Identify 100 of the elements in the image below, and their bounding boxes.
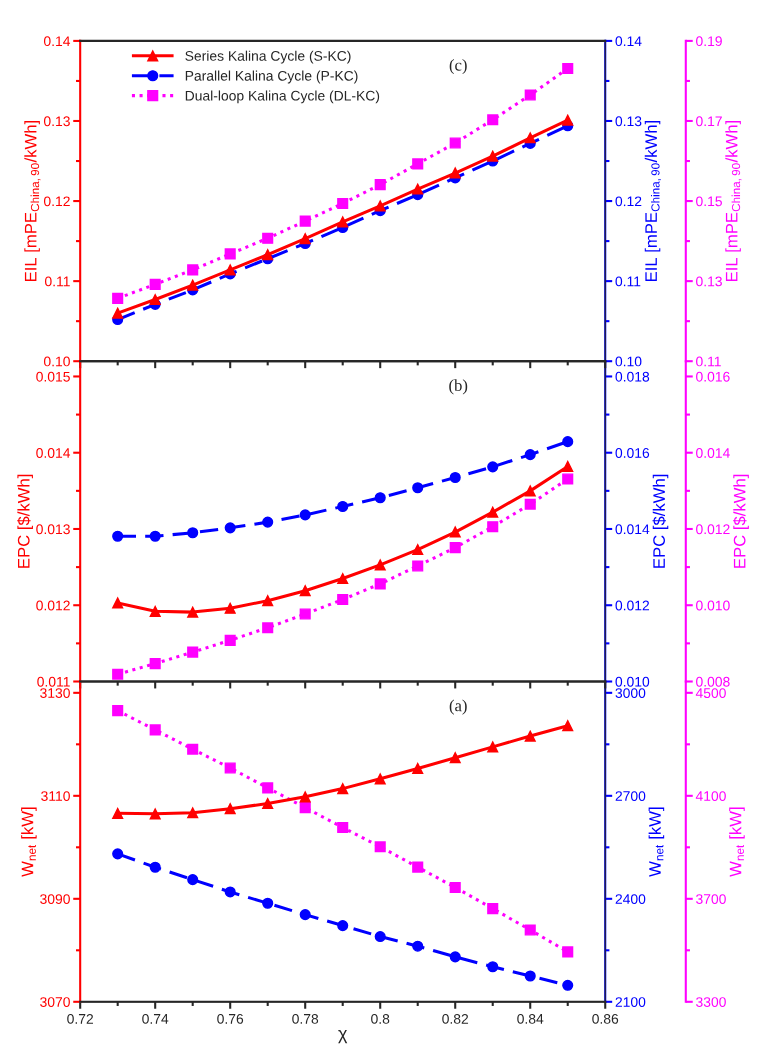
point bbox=[299, 791, 311, 803]
point bbox=[224, 264, 236, 276]
point bbox=[524, 485, 536, 497]
y-tick-label: 0.11 bbox=[45, 276, 70, 287]
y2-tick-label: 3000 bbox=[615, 688, 646, 698]
y2-tick-label: 0.12 bbox=[615, 196, 642, 207]
y-tick-label: 0.12 bbox=[43, 196, 70, 207]
point bbox=[299, 585, 311, 597]
y3-tick-label: 0.13 bbox=[696, 276, 722, 287]
y2-tick-label: 0.014 bbox=[615, 524, 650, 535]
point bbox=[299, 509, 311, 521]
point bbox=[149, 605, 161, 617]
point bbox=[449, 752, 461, 764]
y3-tick-label: 0.016 bbox=[696, 371, 730, 382]
y3-tick-label: 0.19 bbox=[696, 36, 722, 47]
point bbox=[262, 622, 274, 634]
x-tick-label: 0.82 bbox=[442, 1013, 469, 1024]
point bbox=[524, 132, 536, 144]
point bbox=[187, 527, 199, 539]
y2-tick-label: 2100 bbox=[615, 997, 646, 1007]
point bbox=[112, 705, 124, 717]
point bbox=[562, 946, 574, 958]
point bbox=[374, 931, 386, 943]
y2-tick-label: 2700 bbox=[615, 791, 646, 801]
y3-tick-label: 3700 bbox=[696, 894, 726, 904]
x-tick-label: 0.78 bbox=[292, 1013, 319, 1024]
point bbox=[524, 730, 536, 742]
point bbox=[187, 874, 199, 886]
annotation: (a) bbox=[449, 699, 467, 715]
point bbox=[187, 606, 199, 618]
y3-tick-label: 4500 bbox=[695, 688, 726, 698]
point bbox=[562, 473, 574, 485]
point bbox=[487, 114, 499, 126]
y-tick-label: 3130 bbox=[40, 688, 70, 698]
point bbox=[262, 595, 274, 607]
point bbox=[262, 516, 274, 528]
point bbox=[299, 909, 311, 921]
point bbox=[112, 597, 124, 609]
point bbox=[149, 293, 161, 306]
y2-axis-title: W$_{net}$ [kW] bbox=[648, 807, 665, 877]
point bbox=[112, 307, 124, 319]
point bbox=[112, 292, 124, 304]
x-tick-label: 0.74 bbox=[142, 1013, 169, 1024]
y-tick-label: 0.011 bbox=[37, 676, 70, 687]
point bbox=[412, 762, 424, 775]
point bbox=[562, 114, 574, 126]
point bbox=[337, 197, 349, 210]
point bbox=[562, 460, 574, 473]
y2-tick-label: 0.018 bbox=[615, 371, 650, 382]
point bbox=[449, 471, 461, 484]
y3-tick-label: 0.014 bbox=[696, 448, 730, 458]
point bbox=[524, 970, 536, 982]
point bbox=[337, 821, 349, 834]
point bbox=[412, 158, 424, 170]
y3-tick-label: 0.17 bbox=[696, 116, 722, 127]
y2-tick-label: 0.11 bbox=[615, 276, 641, 287]
x-tick-label: 0.84 bbox=[517, 1013, 544, 1024]
point bbox=[374, 179, 386, 191]
point bbox=[449, 167, 461, 179]
y3-tick-label: 3300 bbox=[696, 997, 726, 1007]
point bbox=[149, 530, 161, 542]
point bbox=[187, 743, 199, 755]
point bbox=[187, 646, 199, 658]
y2-axis-title: EPC [$/kWh] bbox=[652, 474, 669, 568]
point bbox=[449, 542, 461, 554]
point bbox=[224, 803, 236, 815]
point bbox=[412, 940, 424, 952]
y-tick-label: 0.10 bbox=[43, 356, 70, 367]
x-tick-label: 0.86 bbox=[592, 1013, 619, 1024]
point bbox=[487, 961, 499, 973]
point bbox=[112, 530, 124, 542]
point bbox=[337, 572, 349, 585]
point bbox=[224, 522, 236, 534]
point bbox=[374, 559, 386, 571]
y3-axis-title: EPC [$/kWh] bbox=[733, 474, 749, 568]
annotation: (b) bbox=[449, 379, 468, 395]
point bbox=[337, 920, 349, 932]
y2-tick-label: 0.012 bbox=[615, 600, 650, 611]
point bbox=[299, 215, 311, 227]
point bbox=[562, 720, 574, 732]
legend-label: Parallel Kalina Cycle (P-KC) bbox=[185, 70, 358, 84]
point bbox=[374, 492, 386, 504]
y-tick-label: 3090 bbox=[40, 894, 70, 904]
point bbox=[374, 773, 386, 785]
point bbox=[299, 608, 311, 620]
point bbox=[487, 461, 499, 473]
point bbox=[374, 841, 386, 853]
point bbox=[337, 500, 349, 513]
y3-tick-label: 0.15 bbox=[696, 196, 722, 207]
x-axis-title: χ bbox=[338, 1029, 348, 1044]
point bbox=[524, 498, 536, 510]
point bbox=[224, 762, 236, 774]
point bbox=[224, 602, 236, 614]
y-axis-title: EPC [$/kWh] bbox=[17, 474, 33, 568]
point bbox=[487, 150, 499, 162]
point bbox=[337, 783, 349, 795]
y-tick-label: 0.14 bbox=[43, 36, 71, 47]
y2-tick-label: 0.14 bbox=[615, 36, 642, 47]
point bbox=[187, 264, 199, 276]
point bbox=[224, 248, 236, 260]
